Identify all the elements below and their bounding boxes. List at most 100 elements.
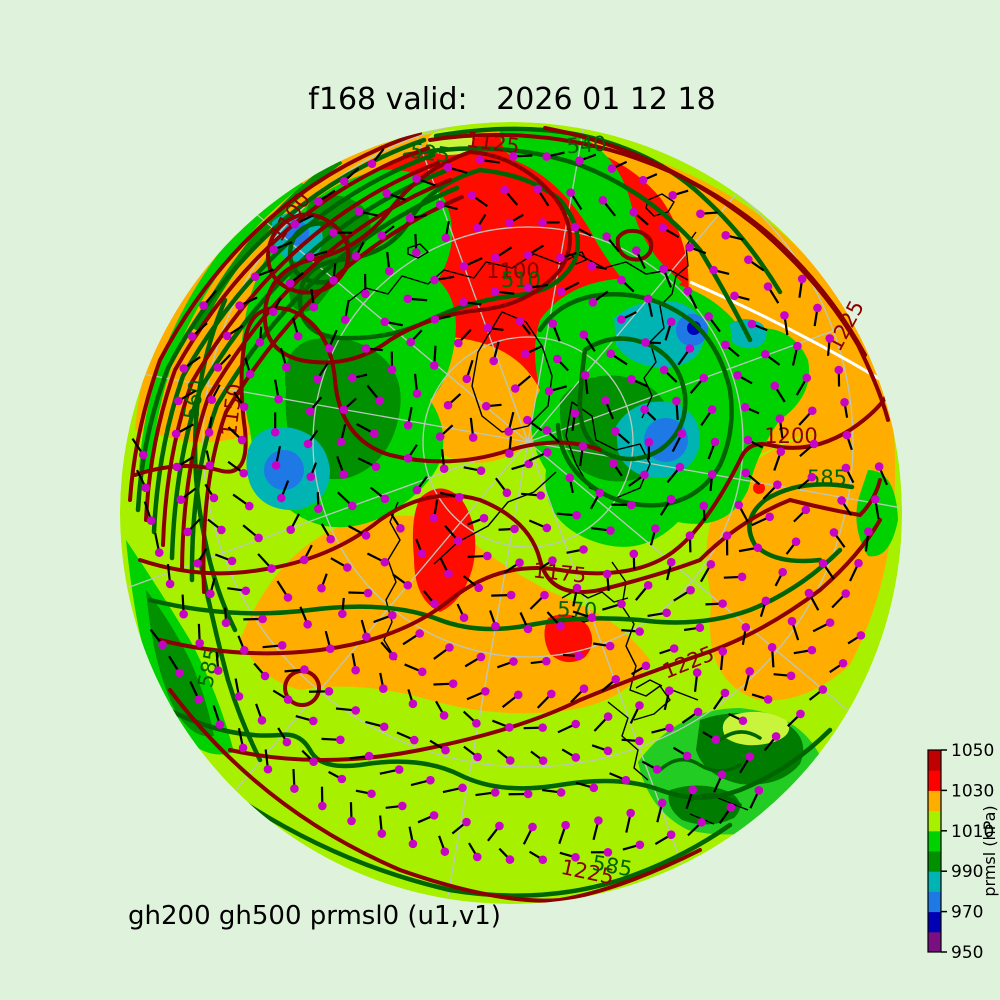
wind-dot xyxy=(707,405,717,414)
shading-green-topband xyxy=(499,127,682,312)
wind-dot xyxy=(575,156,584,165)
wind-dot xyxy=(417,667,427,677)
wind-dot xyxy=(193,559,202,568)
wind-dot xyxy=(375,396,384,405)
plot-title: f168 valid: 2026 01 12 18 xyxy=(308,82,716,117)
wind-dot xyxy=(306,472,316,481)
gh200-contour xyxy=(262,150,572,365)
wind-dot xyxy=(617,315,626,324)
wind-dot xyxy=(523,789,533,799)
wind-dot xyxy=(303,620,312,629)
wind-dot xyxy=(528,822,537,832)
wind-dot xyxy=(176,495,186,504)
wind-dot xyxy=(308,716,318,726)
wind-dot xyxy=(640,470,649,480)
gh200-contours xyxy=(128,126,892,903)
wind-dot xyxy=(609,459,618,468)
wind-dot xyxy=(429,811,439,820)
wind-dot xyxy=(760,349,770,359)
wind-dot xyxy=(495,821,504,831)
wind-dot xyxy=(711,735,721,744)
wind-dot xyxy=(435,200,445,210)
wind-dot xyxy=(175,668,184,678)
wind-dot xyxy=(547,689,556,699)
wind-dot xyxy=(270,427,280,437)
wind-dot xyxy=(685,344,695,353)
wind-dot xyxy=(523,250,533,260)
wind-dot xyxy=(380,557,390,567)
wind-dot xyxy=(548,319,558,328)
wind-dot xyxy=(467,190,477,200)
colorbar-bands xyxy=(928,750,941,953)
wind-dot xyxy=(538,723,547,732)
wind-dot xyxy=(692,668,702,677)
wind-dot xyxy=(603,712,613,721)
wind-dot xyxy=(490,287,500,296)
wind-dot xyxy=(574,651,584,661)
wind-dot xyxy=(786,671,796,681)
wind-dot xyxy=(174,396,183,406)
wind-dot xyxy=(651,524,660,533)
wind-dot xyxy=(277,641,287,650)
wind-dot xyxy=(472,719,481,728)
wind-dot xyxy=(377,829,387,838)
wind-dot xyxy=(598,196,608,205)
longitude-line xyxy=(120,441,529,635)
wind-dot xyxy=(761,596,771,606)
wind-dot xyxy=(441,233,451,243)
wind-dot xyxy=(693,707,703,717)
wind-dot xyxy=(171,429,181,439)
wind-dot xyxy=(343,563,352,572)
wind-dot xyxy=(741,468,751,478)
wind-dot xyxy=(666,317,676,327)
wind-dot xyxy=(238,743,248,753)
wind-dot xyxy=(520,349,530,359)
wind-dot xyxy=(429,513,439,523)
wind-dot xyxy=(379,722,389,732)
wind-dot xyxy=(263,764,273,774)
wind-dot xyxy=(387,365,397,375)
wind-dot xyxy=(697,817,706,827)
wind-dot xyxy=(611,674,621,684)
colorbar: 950 970 990 1010 1030 1050 prmsl (hPa) xyxy=(927,741,999,963)
wind-dot xyxy=(571,852,580,862)
wind-dot xyxy=(807,472,817,482)
wind-dot xyxy=(362,632,371,641)
wind-dot xyxy=(666,557,676,567)
wind-dot xyxy=(367,159,377,169)
wind-dot xyxy=(566,188,575,197)
wind-dot xyxy=(603,847,613,857)
wind-dot xyxy=(870,495,880,504)
wind-dot xyxy=(183,527,192,537)
wind-dot xyxy=(699,501,709,511)
wind-dot xyxy=(696,209,705,219)
wind-dot xyxy=(207,395,217,405)
wind-dot xyxy=(367,789,376,799)
wind-dot xyxy=(314,197,323,206)
wind-dot xyxy=(743,435,753,445)
wind-dot xyxy=(329,276,338,285)
wind-dot xyxy=(818,685,828,694)
wind-dot xyxy=(658,223,668,233)
wind-dot xyxy=(388,651,398,661)
wind-dot xyxy=(734,500,744,510)
wind-dot xyxy=(589,783,599,793)
wind-dot xyxy=(797,274,807,284)
shading-red-center xyxy=(412,488,476,612)
colorbar-tick-label: 950 xyxy=(951,943,983,963)
wind-dot xyxy=(430,275,439,285)
colorbar-band xyxy=(928,871,941,892)
wind-dot xyxy=(245,369,255,379)
wind-dot xyxy=(515,316,525,326)
wind-dot xyxy=(239,646,249,655)
wind-dot xyxy=(709,265,718,275)
wind-dot xyxy=(543,448,552,457)
wind-dot xyxy=(659,365,669,375)
wind-dot xyxy=(542,426,552,435)
gh500-contour xyxy=(237,797,733,898)
wind-dot xyxy=(239,468,249,478)
wind-dot xyxy=(635,736,644,746)
wind-dot xyxy=(688,785,698,795)
wind-dot xyxy=(838,658,848,668)
gh500-contour xyxy=(658,730,762,807)
